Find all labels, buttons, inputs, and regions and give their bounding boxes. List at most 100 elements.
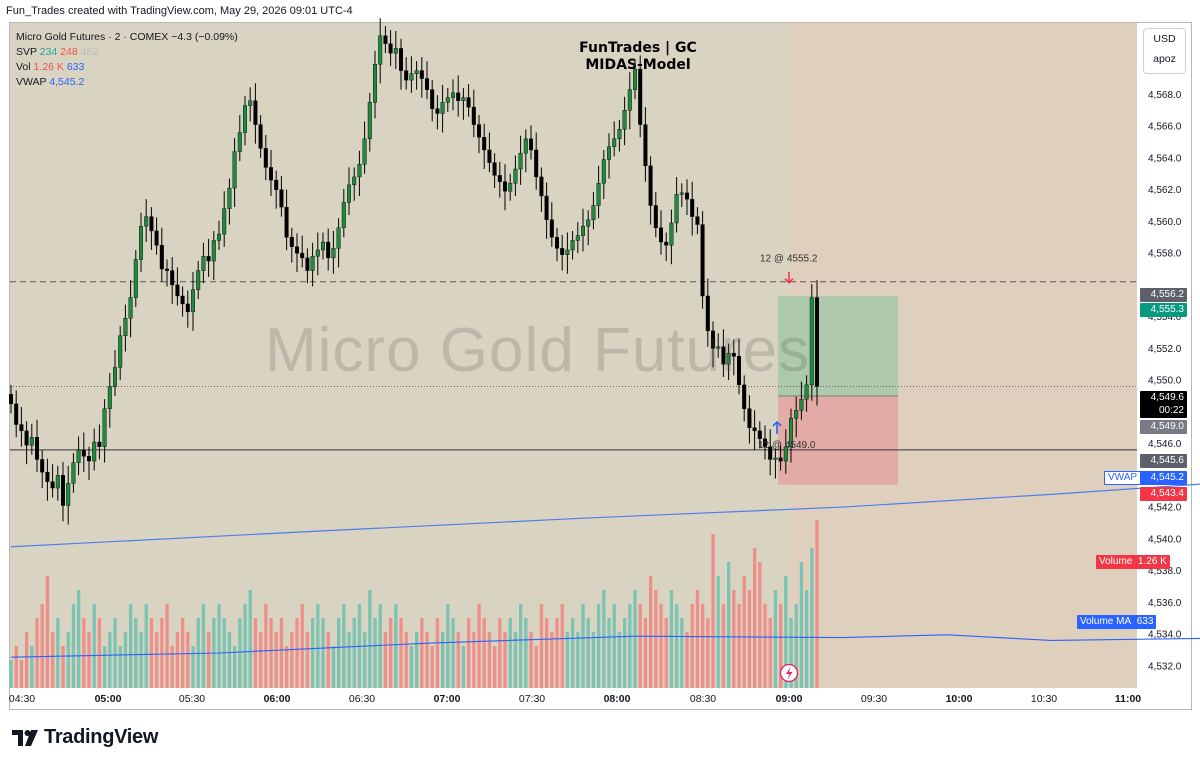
tradingview-logo[interactable]: TradingView: [12, 726, 158, 749]
volume-bar: [550, 632, 554, 688]
volume-bar: [742, 576, 746, 688]
volume-bar: [628, 604, 632, 688]
candle-body: [669, 222, 674, 246]
volume-bar: [513, 632, 518, 688]
volume-bar: [108, 632, 112, 688]
candle-body: [674, 194, 679, 224]
candle-body: [482, 137, 487, 151]
candle-body: [24, 430, 29, 446]
volume-bar: [435, 618, 440, 688]
candle-body: [404, 70, 409, 81]
candle-body: [414, 70, 419, 74]
volume-bar: [82, 618, 86, 688]
candle-body: [310, 256, 315, 271]
y-tick-label: 4,534.0: [1148, 630, 1182, 641]
y-tick-label: 4,558.0: [1148, 249, 1182, 260]
volume-bar: [149, 618, 154, 688]
volume-bar: [87, 632, 91, 688]
candle-body: [196, 270, 201, 290]
candle-body: [679, 192, 684, 195]
volume-bar: [56, 618, 60, 688]
price-scale-label: 00:22: [1140, 404, 1187, 418]
candle-body: [211, 240, 216, 262]
candle-body: [607, 146, 612, 160]
volume-bar: [378, 604, 382, 688]
candle-body: [778, 457, 783, 462]
candle-body: [326, 241, 331, 259]
volume-bar: [170, 646, 174, 688]
volume-bar: [794, 604, 798, 688]
candle-body: [742, 384, 747, 409]
volume-bar: [758, 562, 762, 688]
candle-body: [81, 449, 86, 457]
currency-button[interactable]: USD apoz: [1143, 28, 1186, 74]
volume-bar: [779, 604, 783, 688]
volume-bar: [649, 576, 653, 688]
volume-bar: [331, 646, 336, 688]
candle-body: [529, 138, 534, 151]
candle-body: [705, 295, 710, 332]
candle-body: [159, 244, 164, 270]
x-tick-label: 10:30: [1031, 693, 1057, 705]
volume-bar: [695, 590, 700, 688]
candle-body: [659, 227, 664, 243]
candle-body: [8, 394, 13, 405]
y-tick-label: 4,542.0: [1148, 503, 1182, 514]
candle-body: [232, 151, 237, 189]
legend-svp-value-3: 482: [80, 46, 99, 58]
legend-volume-row[interactable]: Vol 1.26 K 633: [16, 60, 238, 75]
candle-body: [279, 189, 284, 208]
sell-arrow-icon: [784, 271, 794, 284]
volume-bar: [555, 618, 559, 688]
candle-body: [534, 149, 539, 178]
volume-bar: [274, 632, 278, 688]
legend-vwap-row[interactable]: VWAP 4,545.2: [16, 75, 238, 90]
price-scale-label: 4,555.3: [1140, 303, 1187, 317]
volume-bar: [711, 534, 715, 688]
volume-bar: [617, 632, 622, 688]
headline-line-2: MIDAS-Model: [585, 57, 691, 73]
candle-body: [154, 230, 159, 246]
legend-svp-row[interactable]: SVP 234 248 482: [16, 45, 238, 60]
candle-body: [409, 73, 414, 81]
candle-body: [29, 437, 34, 446]
volume-bar: [654, 590, 658, 688]
candle-body: [570, 240, 575, 251]
volume-bar: [227, 632, 232, 688]
candle-body: [315, 249, 320, 257]
candle-body: [201, 256, 206, 271]
legend-symbol-row[interactable]: Micro Gold Futures · 2 · COMEX −4.3 (−0.…: [16, 30, 238, 45]
candle-body: [757, 430, 762, 440]
candle-body: [664, 241, 669, 246]
volume-bar: [633, 590, 637, 688]
price-scale-label: 4,543.4: [1140, 487, 1187, 501]
legend-vol-ma-value: 633: [66, 61, 85, 73]
volume-bar: [129, 604, 133, 688]
candle-body: [388, 43, 393, 54]
volume-bar: [9, 660, 13, 688]
volume-bar: [539, 604, 544, 688]
chart-frame[interactable]: [9, 22, 1192, 710]
legend-svp-value-1: 234: [39, 46, 58, 58]
volume-bar: [784, 576, 788, 688]
x-tick-label: 06:00: [264, 693, 291, 705]
legend-vol-value: 1.26 K: [33, 61, 64, 73]
volume-bar: [747, 590, 752, 688]
volume-tag-value: 1.26 K: [1137, 556, 1167, 567]
candle-body: [128, 297, 133, 319]
candle-body: [237, 132, 242, 152]
candle-body: [471, 106, 476, 125]
volume-bar: [300, 604, 304, 688]
volume-bar: [326, 632, 330, 688]
candle-body: [466, 97, 471, 108]
candle-body: [222, 208, 227, 235]
candle-body: [92, 441, 97, 462]
volume-bar: [675, 604, 679, 688]
volume-bar: [186, 632, 190, 688]
volume-bar: [160, 618, 164, 688]
candle-body: [440, 102, 445, 114]
volume-bar: [451, 618, 455, 688]
volume-bar: [97, 618, 102, 688]
candle-body: [123, 318, 128, 336]
